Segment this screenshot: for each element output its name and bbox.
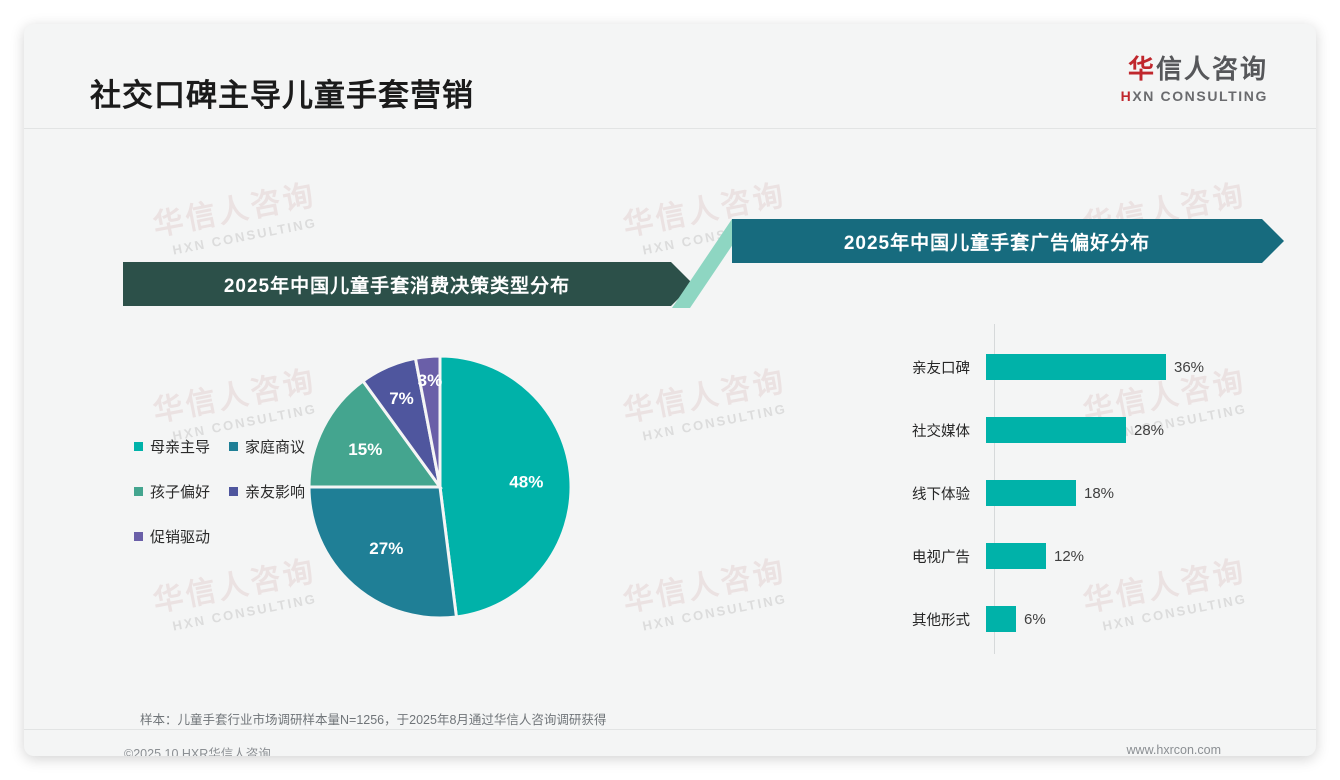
pie-slice[interactable] bbox=[438, 356, 571, 618]
legend-item[interactable]: 母亲主导 bbox=[134, 436, 229, 457]
footer-divider bbox=[24, 729, 1316, 730]
footer-website[interactable]: www.hxrcon.com bbox=[1126, 743, 1221, 756]
slide-header: 社交口碑主导儿童手套营销 华信人咨询 HXN CONSULTING bbox=[24, 24, 1316, 129]
logo-chinese: 华信人咨询 bbox=[1121, 56, 1268, 82]
pie-slice-label: 15% bbox=[348, 440, 382, 459]
chart-title-banner-left: 2025年中国儿童手套消费决策类型分布 bbox=[123, 262, 671, 306]
bar-chart-row: 电视广告 12% bbox=[904, 543, 1084, 569]
logo-chinese-rest: 信人咨询 bbox=[1155, 54, 1268, 84]
pie-slice[interactable] bbox=[309, 378, 443, 489]
pie-slice-label: 7% bbox=[389, 389, 414, 408]
legend-label: 促销驱动 bbox=[150, 529, 211, 546]
logo-english-rest: XN CONSULTING bbox=[1132, 88, 1268, 104]
logo-english: HXN CONSULTING bbox=[1121, 89, 1268, 103]
bar-fill[interactable] bbox=[986, 543, 1046, 569]
watermark-english: HXN CONSULTING bbox=[641, 590, 789, 634]
pie-slice[interactable] bbox=[413, 356, 442, 488]
bar-chart: 亲友口碑 36% 社交媒体 28% 线下体验 18% 电视广告 12% 其他形式 6% bbox=[904, 324, 1244, 654]
bar-value-label: 12% bbox=[1054, 547, 1085, 565]
legend-swatch-icon bbox=[229, 442, 238, 451]
page-title: 社交口碑主导儿童手套营销 bbox=[90, 78, 474, 113]
company-logo: 华信人咨询 HXN CONSULTING bbox=[1121, 56, 1268, 103]
logo-english-first-char: H bbox=[1120, 88, 1133, 104]
legend-label: 家庭商议 bbox=[245, 439, 306, 456]
bar-value-label: 18% bbox=[1084, 484, 1115, 502]
logo-chinese-first-char: 华 bbox=[1127, 54, 1156, 84]
pie-chart-svg: 48% 27% 15% 7%3% bbox=[309, 356, 571, 618]
pie-slice[interactable] bbox=[309, 485, 459, 618]
watermark-chinese: 华信人咨询 bbox=[620, 554, 789, 619]
slide-card: 华信人咨询 HXN CONSULTING 华信人咨询 HXN CONSULTING 华信… bbox=[24, 24, 1316, 756]
legend-swatch-icon bbox=[134, 442, 143, 451]
bar-category-label: 亲友口碑 bbox=[912, 360, 970, 377]
legend-item[interactable]: 孩子偏好 bbox=[134, 481, 229, 502]
chart-title-banner-right: 2025年中国儿童手套广告偏好分布 bbox=[732, 219, 1262, 263]
pie-slice-label: 48% bbox=[509, 473, 543, 492]
watermark-english: HXN CONSULTING bbox=[641, 400, 789, 444]
bar-fill[interactable] bbox=[986, 417, 1126, 443]
legend-swatch-icon bbox=[134, 532, 143, 541]
bar-chart-row: 社交媒体 28% bbox=[904, 417, 1164, 443]
pie-chart-legend: 母亲主导 家庭商议孩子偏好 亲友影响促销驱动 bbox=[134, 436, 324, 571]
watermark-english: HXN CONSULTING bbox=[171, 214, 319, 258]
bar-category-label: 社交媒体 bbox=[912, 423, 970, 440]
watermark-chinese: 华信人咨询 bbox=[620, 364, 789, 429]
bar-value-label: 36% bbox=[1174, 358, 1205, 376]
bar-category-label: 电视广告 bbox=[912, 549, 970, 566]
legend-item[interactable]: 家庭商议 bbox=[229, 436, 324, 457]
bar-category-label: 线下体验 bbox=[912, 486, 970, 503]
footer-copyright: ©2025.10 HXR华信人咨询 bbox=[124, 747, 271, 756]
bar-value-label: 6% bbox=[1024, 610, 1046, 628]
sample-footnote: 样本：儿童手套行业市场调研样本量N=1256，于2025年8月通过华信人咨询调研… bbox=[140, 713, 607, 727]
bar-value-label: 28% bbox=[1134, 421, 1165, 439]
pie-slice-label: 27% bbox=[369, 539, 403, 558]
legend-label: 孩子偏好 bbox=[150, 484, 211, 501]
legend-swatch-icon bbox=[229, 487, 238, 496]
bar-chart-row: 线下体验 18% bbox=[904, 480, 1114, 506]
bar-fill[interactable] bbox=[986, 606, 1016, 632]
bar-category-label: 其他形式 bbox=[912, 612, 970, 629]
legend-row: 母亲主导 家庭商议 bbox=[134, 436, 324, 457]
legend-item[interactable]: 亲友影响 bbox=[229, 481, 324, 502]
watermark-chinese: 华信人咨询 bbox=[150, 178, 319, 243]
pie-chart: 48% 27% 15% 7% 3% bbox=[309, 356, 571, 618]
legend-swatch-icon bbox=[134, 487, 143, 496]
legend-label: 亲友影响 bbox=[245, 484, 306, 501]
bar-fill[interactable] bbox=[986, 354, 1166, 380]
pie-slice-label: 3% bbox=[418, 371, 443, 390]
watermark-english: HXN CONSULTING bbox=[171, 590, 319, 634]
bar-fill[interactable] bbox=[986, 480, 1076, 506]
banner-right-arrow-icon bbox=[1262, 219, 1284, 263]
legend-row: 促销驱动 bbox=[134, 526, 324, 547]
bar-chart-row: 其他形式 6% bbox=[904, 606, 1046, 632]
bar-chart-row: 亲友口碑 36% bbox=[904, 354, 1204, 380]
watermark-chinese: 华信人咨询 bbox=[150, 364, 319, 429]
legend-row: 孩子偏好 亲友影响 bbox=[134, 481, 324, 502]
legend-item[interactable]: 促销驱动 bbox=[134, 526, 229, 547]
legend-label: 母亲主导 bbox=[150, 439, 211, 456]
